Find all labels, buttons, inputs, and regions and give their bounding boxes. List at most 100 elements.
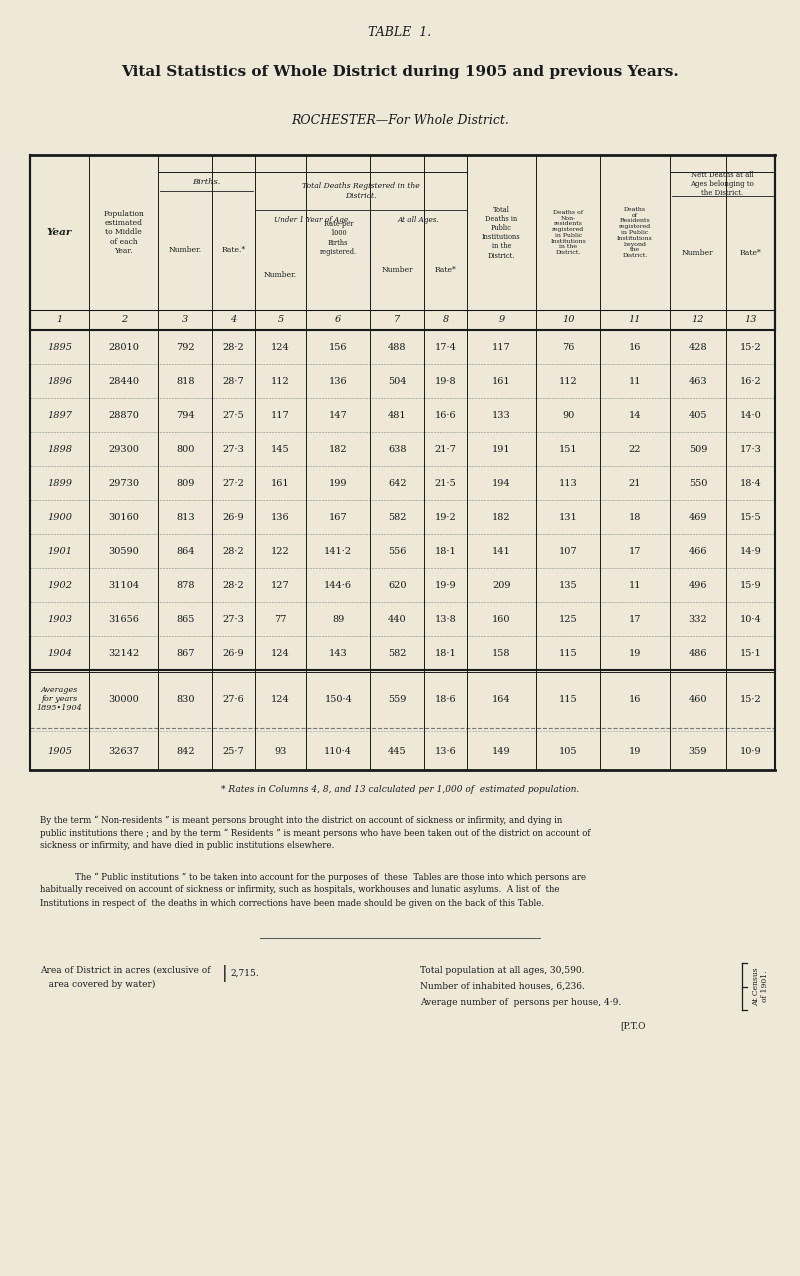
Text: 27·2: 27·2 [222,478,245,487]
Text: 124: 124 [271,342,290,351]
Text: 161: 161 [271,478,290,487]
Text: 113: 113 [559,478,578,487]
Text: 15·1: 15·1 [740,648,762,657]
Text: 11: 11 [629,376,642,385]
Text: 76: 76 [562,342,574,351]
Text: 112: 112 [271,376,290,385]
Text: 460: 460 [689,694,707,703]
Text: 141: 141 [492,546,510,555]
Text: 14: 14 [629,411,642,420]
Text: 156: 156 [329,342,347,351]
Text: Year: Year [47,228,72,237]
Text: 792: 792 [176,342,194,351]
Text: 199: 199 [329,478,347,487]
Text: 17: 17 [629,615,642,624]
Text: 867: 867 [176,648,194,657]
Text: 16·2: 16·2 [740,376,762,385]
Text: 115: 115 [559,648,578,657]
Text: 141·2: 141·2 [324,546,352,555]
Text: 19·9: 19·9 [434,581,456,590]
Text: 31104: 31104 [108,581,139,590]
Text: 136: 136 [329,376,347,385]
Text: Number of inhabited houses, 6,236.: Number of inhabited houses, 6,236. [420,983,585,991]
Text: 182: 182 [492,513,510,522]
Text: 13·6: 13·6 [434,748,457,757]
Text: 21·7: 21·7 [434,444,457,453]
Text: 21: 21 [629,478,642,487]
Text: 6: 6 [335,315,342,324]
Text: At all Ages.: At all Ages. [398,216,439,225]
Text: 194: 194 [492,478,510,487]
Text: sickness or infirmity, and have died in public institutions elsewhere.: sickness or infirmity, and have died in … [40,841,334,851]
Text: 147: 147 [329,411,348,420]
Text: 17·4: 17·4 [434,342,457,351]
Text: Total population at all ages, 30,590.: Total population at all ages, 30,590. [420,966,585,975]
Text: 12: 12 [692,315,704,324]
Text: 122: 122 [271,546,290,555]
Text: 160: 160 [492,615,510,624]
Text: Nett Deaths at all
Ages belonging to
the District.: Nett Deaths at all Ages belonging to the… [690,171,754,198]
Text: 144·6: 144·6 [324,581,352,590]
Text: 28·2: 28·2 [222,342,245,351]
Text: 27·3: 27·3 [222,444,245,453]
Text: habitually received on account of sickness or infirmity, such as hospitals, work: habitually received on account of sickne… [40,886,559,894]
Text: Total
Deaths in
Public
Institutions
in the
District.: Total Deaths in Public Institutions in t… [482,205,521,259]
Text: Births.: Births. [193,177,221,185]
Text: 124: 124 [271,648,290,657]
Text: 620: 620 [388,581,406,590]
Text: ROCHESTER—For Whole District.: ROCHESTER—For Whole District. [291,114,509,126]
Text: The “ Public institutions ” to be taken into account for the purposes of  these : The “ Public institutions ” to be taken … [75,873,586,882]
Text: |: | [222,965,228,981]
Text: 18·1: 18·1 [434,546,457,555]
Text: 7: 7 [394,315,401,324]
Text: 1902: 1902 [47,581,72,590]
Text: 17·3: 17·3 [740,444,762,453]
Text: 14·0: 14·0 [740,411,762,420]
Text: 11: 11 [629,581,642,590]
Text: 1895: 1895 [47,342,72,351]
Text: * Rates in Columns 4, 8, and 13 calculated per 1,000 of  estimated population.: * Rates in Columns 4, 8, and 13 calculat… [221,786,579,795]
Text: 550: 550 [689,478,707,487]
Text: 30000: 30000 [108,694,139,703]
Text: 16: 16 [629,694,641,703]
Text: 11: 11 [629,315,642,324]
Text: [P.T.O: [P.T.O [620,1022,646,1031]
Text: 93: 93 [274,748,286,757]
Text: Number: Number [682,249,714,256]
Text: 830: 830 [176,694,194,703]
Text: 1903: 1903 [47,615,72,624]
Text: Total Deaths Registered in the
District.: Total Deaths Registered in the District. [302,182,420,199]
Text: 27·3: 27·3 [222,615,245,624]
Text: Rate*: Rate* [434,265,457,274]
Text: 15·2: 15·2 [740,694,762,703]
Text: 27·6: 27·6 [222,694,245,703]
Text: 90: 90 [562,411,574,420]
Text: 1898: 1898 [47,444,72,453]
Text: 19: 19 [629,648,641,657]
Text: 10·9: 10·9 [740,748,762,757]
Text: 359: 359 [689,748,707,757]
Text: 19·8: 19·8 [434,376,456,385]
Text: Rate.*: Rate.* [222,246,246,254]
Text: 28440: 28440 [108,376,139,385]
Text: 135: 135 [559,581,578,590]
Text: 800: 800 [176,444,194,453]
Text: 22: 22 [629,444,642,453]
Text: 17: 17 [629,546,642,555]
Text: Number: Number [382,265,413,274]
Text: 19·2: 19·2 [434,513,457,522]
Text: 469: 469 [689,513,707,522]
Text: 556: 556 [388,546,406,555]
Text: 642: 642 [388,478,406,487]
Text: Average number of  persons per house, 4·9.: Average number of persons per house, 4·9… [420,998,622,1007]
Text: public institutions there ; and by the term “ Residents ” is meant persons who h: public institutions there ; and by the t… [40,828,590,837]
Text: 440: 440 [388,615,406,624]
Text: 813: 813 [176,513,194,522]
Text: 28010: 28010 [108,342,139,351]
Text: 18·4: 18·4 [740,478,762,487]
Text: 9: 9 [498,315,505,324]
Text: 124: 124 [271,694,290,703]
Text: 842: 842 [176,748,194,757]
Text: 1904: 1904 [47,648,72,657]
Text: 18·1: 18·1 [434,648,457,657]
